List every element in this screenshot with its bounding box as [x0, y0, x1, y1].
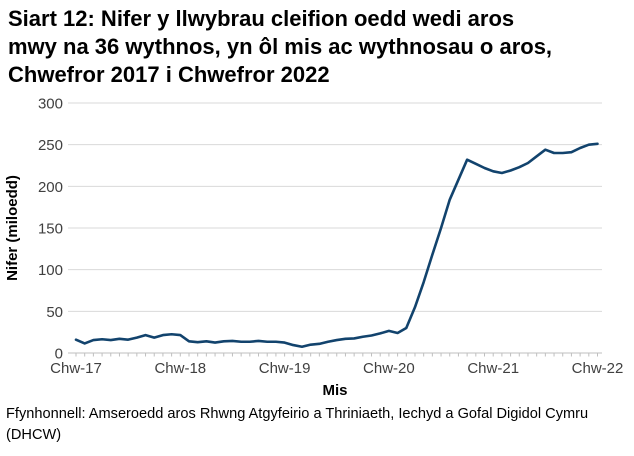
- y-tick-label: 300: [38, 96, 63, 113]
- title-line-3: Chwefror 2017 i Chwefror 2022: [8, 62, 330, 87]
- x-axis-title: Mis: [322, 382, 347, 399]
- x-tick-label: Chw-21: [467, 360, 519, 377]
- source-line-1: Ffynhonnell: Amseroedd aros Rhwng Atgyfe…: [6, 406, 589, 422]
- x-axis: [68, 352, 602, 357]
- title-line-2: mwy na 36 wythnos, yn ôl mis ac wythnosa…: [8, 34, 553, 59]
- y-tick-label: 200: [38, 179, 63, 196]
- y-tick-label: 50: [46, 304, 63, 321]
- y-tick-label: 0: [55, 346, 63, 363]
- y-tick-label: 100: [38, 262, 63, 279]
- x-tick-label: Chw-20: [363, 360, 415, 377]
- x-tick-label: Chw-19: [259, 360, 311, 377]
- y-tick-labels: 0 50 100 150 200 250 300: [38, 96, 63, 363]
- x-tick-labels: Chw-17 Chw-18 Chw-19 Chw-20 Chw-21 Chw-22: [50, 360, 623, 377]
- x-tick-label: Chw-18: [154, 360, 206, 377]
- source-line-2: (DHCW): [6, 427, 62, 443]
- x-tick-label: Chw-22: [572, 360, 624, 377]
- page-title: Siart 12: Nifer y llwybrau cleifion oedd…: [8, 5, 632, 89]
- y-axis-title: Nifer (miloedd): [4, 175, 21, 281]
- y-tick-label: 150: [38, 221, 63, 238]
- source-note: Ffynhonnell: Amseroedd aros Rhwng Atgyfe…: [6, 404, 632, 446]
- gridlines: [68, 102, 602, 312]
- y-tick-label: 250: [38, 137, 63, 154]
- x-tick-label: Chw-17: [50, 360, 102, 377]
- title-line-1: Siart 12: Nifer y llwybrau cleifion oedd…: [8, 6, 515, 31]
- series-line: [74, 142, 599, 349]
